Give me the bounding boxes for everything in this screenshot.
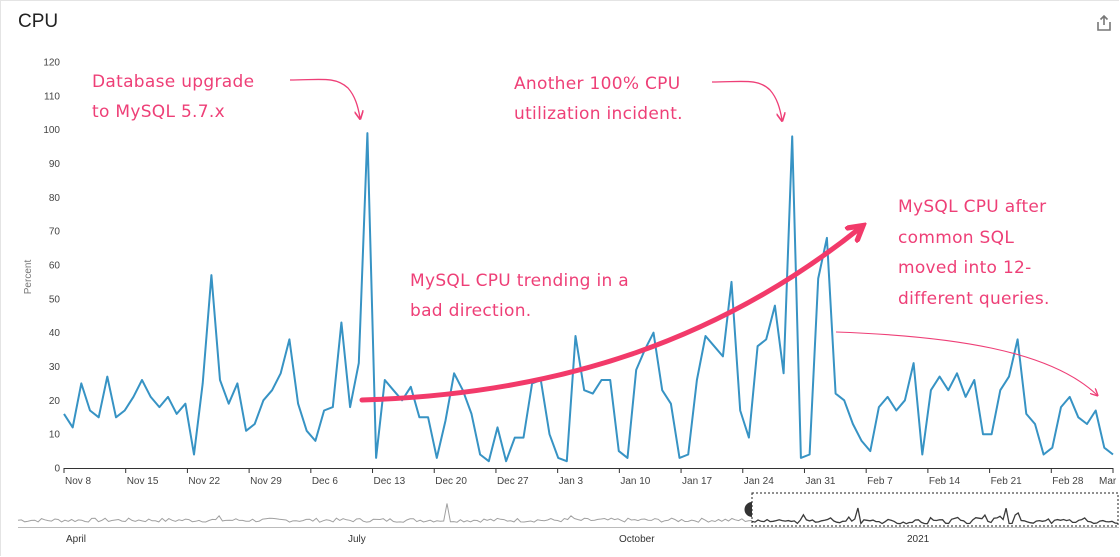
x-tick-label: Dec 20: [435, 476, 467, 487]
y-tick-label: 60: [49, 261, 61, 272]
annotation-incident: Another 100% CPU utilization incident.: [514, 74, 683, 124]
y-tick-label: 80: [49, 193, 61, 204]
y-tick-label: 0: [54, 464, 60, 475]
x-tick-label: Nov 8: [65, 476, 92, 487]
y-ticks: 0 10 20 30 40 50 60 70 80 90 100 110 120: [43, 58, 60, 475]
y-tick-label: 30: [49, 362, 61, 373]
nav-label-july: July: [348, 534, 366, 545]
x-tick-label: Feb 14: [929, 476, 961, 487]
x-tick-label: Nov 22: [188, 476, 220, 487]
svg-text:MySQL CPU after: MySQL CPU after: [898, 197, 1046, 217]
y-tick-label: 100: [43, 125, 60, 136]
x-tick-label: Jan 31: [805, 476, 835, 487]
svg-text:MySQL CPU trending in a: MySQL CPU trending in a: [410, 271, 629, 291]
y-tick-label: 110: [44, 91, 60, 102]
svg-text:common SQL: common SQL: [898, 228, 1014, 248]
annotation-db-upgrade: Database upgrade to MySQL 5.7.x: [92, 72, 254, 122]
y-axis-label: Percent: [23, 260, 34, 295]
y-tick-label: 70: [49, 227, 61, 238]
x-tick-label: Feb 21: [991, 476, 1023, 487]
nav-label-april: April: [66, 534, 86, 545]
arrow-after-split: [835, 331, 1097, 395]
navigator[interactable]: April July October 2021: [17, 492, 1119, 545]
annotation-after-split: MySQL CPU after common SQL moved into 12…: [898, 197, 1050, 309]
y-tick-label: 20: [49, 396, 61, 407]
x-tick-label: Dec 6: [312, 476, 339, 487]
nav-label-october: October: [619, 534, 655, 545]
share-icon[interactable]: [1096, 14, 1112, 32]
x-tick-label: Nov 29: [250, 476, 282, 487]
arrow-incident: [711, 80, 782, 120]
nav-label-2021: 2021: [907, 534, 930, 545]
y-tick-label: 120: [43, 58, 60, 69]
x-tick-label: Jan 24: [744, 476, 774, 487]
y-tick-label: 10: [49, 430, 61, 441]
x-tick-label: Dec 13: [374, 476, 406, 487]
x-tick-label: Dec 27: [497, 476, 529, 487]
svg-text:different queries.: different queries.: [898, 289, 1050, 309]
x-tick-label: Jan 10: [620, 476, 650, 487]
x-tick-label: Nov 15: [127, 476, 159, 487]
annotation-trending: MySQL CPU trending in a bad direction.: [410, 271, 629, 321]
x-tick-label: Jan 17: [682, 476, 712, 487]
chart-title: CPU: [18, 11, 59, 32]
cpu-series-line: [63, 132, 1114, 463]
arrow-trend: [359, 228, 860, 403]
x-tick-label: Jan 3: [559, 476, 584, 487]
y-tick-label: 50: [49, 294, 61, 305]
x-ticks: Nov 8 Nov 15 Nov 22 Nov 29 Dec 6 Dec 13 Dec 20…: [63, 468, 1117, 487]
y-tick-label: 90: [49, 159, 61, 170]
svg-text:utilization incident.: utilization incident.: [514, 104, 683, 124]
svg-text:Database upgrade: Database upgrade: [92, 72, 254, 92]
y-tick-label: 40: [49, 328, 61, 339]
x-tick-label: Feb 28: [1052, 476, 1084, 487]
svg-text:moved into 12-: moved into 12-: [898, 258, 1032, 278]
navigator-selected-line: [751, 507, 1119, 525]
x-tick-label: Mar: [1099, 476, 1117, 487]
x-tick-label: Feb 7: [867, 476, 893, 487]
svg-text:bad direction.: bad direction.: [410, 301, 532, 321]
arrow-db-upgrade: [289, 78, 360, 118]
navigator-history-line: [17, 503, 753, 523]
svg-text:Another 100% CPU: Another 100% CPU: [514, 74, 680, 94]
svg-text:to MySQL 5.7.x: to MySQL 5.7.x: [92, 102, 225, 122]
navigator-handle-left[interactable]: [744, 502, 753, 517]
